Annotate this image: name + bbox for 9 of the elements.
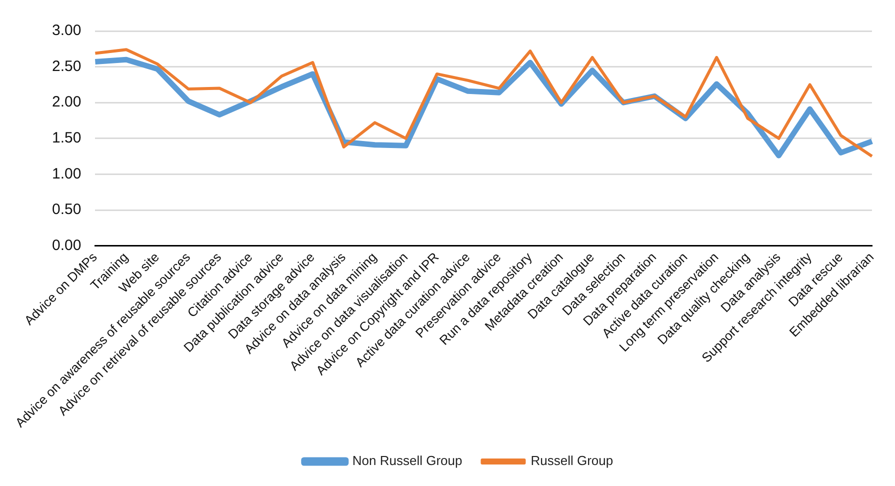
legend-label: Non Russell Group: [352, 453, 462, 468]
y-tick-label: 1.50: [52, 130, 82, 147]
y-tick-label: 0.50: [52, 201, 82, 218]
legend-label: Russell Group: [530, 453, 614, 468]
y-tick-label: 2.00: [52, 94, 82, 111]
y-tick-label: 3.00: [52, 22, 82, 40]
y-tick-label: 0.00: [52, 236, 82, 254]
y-tick-label: 1.00: [52, 165, 82, 182]
y-tick-label: 2.50: [52, 58, 82, 75]
